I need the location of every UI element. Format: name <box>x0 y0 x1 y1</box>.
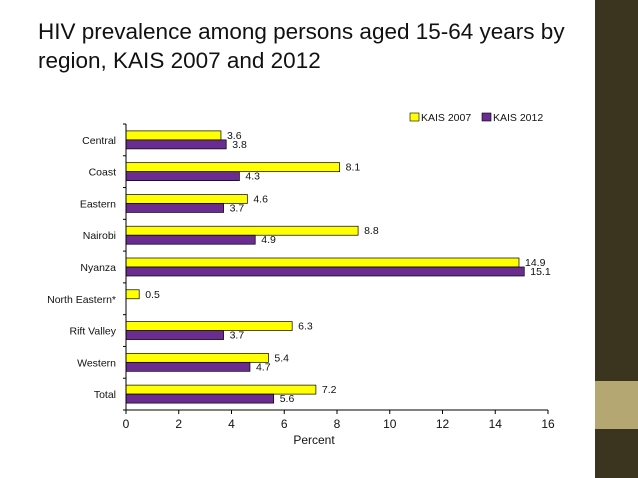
bar-north-eastern-kais-2007 <box>125 289 140 300</box>
category-label-coast: Coast <box>89 167 117 179</box>
bar-nyanza-kais-2007 <box>125 257 520 268</box>
category-label-nyanza: Nyanza <box>80 262 116 274</box>
legend-swatch-kais-2012 <box>481 112 492 122</box>
category-labels: Central Coast Eastern Nairobi Nyanza North Ea… <box>47 135 117 401</box>
slide-title: HIV prevalence among persons aged 15-64 … <box>38 19 565 73</box>
x-tick-label-4: 4 <box>228 417 235 431</box>
value-label-total-kais-2012: 5.6 <box>280 393 295 405</box>
category-label-total: Total <box>94 389 116 401</box>
value-label-central-kais-2012: 3.8 <box>232 139 247 151</box>
legend-label-kais-2012: KAIS 2012 <box>493 112 543 124</box>
x-tick-label-2: 2 <box>175 417 182 431</box>
bar-nairobi-kais-2007 <box>125 225 359 236</box>
sidebar-dark-top <box>595 0 638 381</box>
bar-nairobi-kais-2012 <box>125 234 256 245</box>
chart-legend: KAIS 2007 KAIS 2012 <box>409 112 543 124</box>
bar-eastern-kais-2012 <box>125 203 224 213</box>
x-tick-label-16: 16 <box>541 417 555 431</box>
category-label-nairobi: Nairobi <box>83 230 116 242</box>
value-label-central-kais-2007: 3.6 <box>227 130 242 142</box>
value-label-coast-kais-2007: 8.1 <box>346 162 361 174</box>
category-label-eastern: Eastern <box>80 198 116 210</box>
category-label-central: Central <box>82 135 116 147</box>
value-label-nyanza-kais-2012: 15.1 <box>530 266 551 278</box>
value-label-north-eastern-kais-2007: 0.5 <box>145 289 160 301</box>
x-tick-label-14: 14 <box>489 417 503 431</box>
value-labels-layer: 3.63.8 8.1 4.3 4.6 3.7 8.8 4.9 14.915.1 0.5 6.3 3.… <box>145 130 551 405</box>
bar-nyanza-kais-2012 <box>125 266 525 277</box>
bar-central-kais-2012 <box>125 139 227 150</box>
legend-swatch-kais-2007 <box>409 112 420 122</box>
bar-central-kais-2007 <box>125 130 222 141</box>
value-label-eastern-kais-2012: 3.7 <box>230 202 245 214</box>
value-label-rift-valley-kais-2012: 3.7 <box>230 330 245 342</box>
value-label-rift-valley-kais-2007: 6.3 <box>298 321 313 333</box>
bar-chart: KAIS 2007 KAIS 2012 Central Coast Eastern Na… <box>47 112 555 447</box>
x-tick-label-0: 0 <box>123 417 130 431</box>
axes-layer: 0 2 4 6 8 10 12 14 16 <box>123 123 555 431</box>
bar-western-kais-2012 <box>125 361 251 372</box>
value-label-eastern-kais-2007: 4.6 <box>253 193 268 205</box>
value-label-western-kais-2012: 4.7 <box>256 361 271 373</box>
x-axis-title: Percent <box>293 433 335 447</box>
category-label-rift-valley: Rift Valley <box>70 326 117 338</box>
legend-label-kais-2007: KAIS 2007 <box>421 112 471 124</box>
x-tick-label-8: 8 <box>334 417 341 431</box>
bar-rift-valley-kais-2007 <box>125 321 293 331</box>
x-tick-label-12: 12 <box>436 417 450 431</box>
bar-coast-kais-2012 <box>125 171 240 182</box>
bar-rift-valley-kais-2012 <box>125 330 224 340</box>
value-label-total-kais-2007: 7.2 <box>322 384 337 396</box>
bar-coast-kais-2007 <box>125 162 340 173</box>
value-label-nairobi-kais-2012: 4.9 <box>261 234 276 246</box>
bar-total-kais-2012 <box>125 393 275 404</box>
category-label-north-eastern: North Eastern* <box>47 294 116 306</box>
value-label-nairobi-kais-2007: 8.8 <box>364 225 379 237</box>
category-label-western: Western <box>77 357 116 369</box>
value-label-coast-kais-2012: 4.3 <box>245 171 260 183</box>
value-label-nyanza-kais-2007: 14.9 <box>525 257 546 269</box>
x-tick-label-6: 6 <box>281 417 288 431</box>
sidebar-dark-bottom <box>595 429 638 478</box>
value-label-western-kais-2007: 5.4 <box>274 352 289 364</box>
bar-western-kais-2007 <box>125 352 269 363</box>
sidebar-accent-block <box>595 381 638 429</box>
decorative-sidebar <box>595 0 638 478</box>
chart-panel: KAIS 2007 KAIS 2012 Central Coast Eastern Na… <box>30 108 564 448</box>
bars-layer <box>125 130 525 404</box>
x-tick-label-10: 10 <box>383 417 397 431</box>
